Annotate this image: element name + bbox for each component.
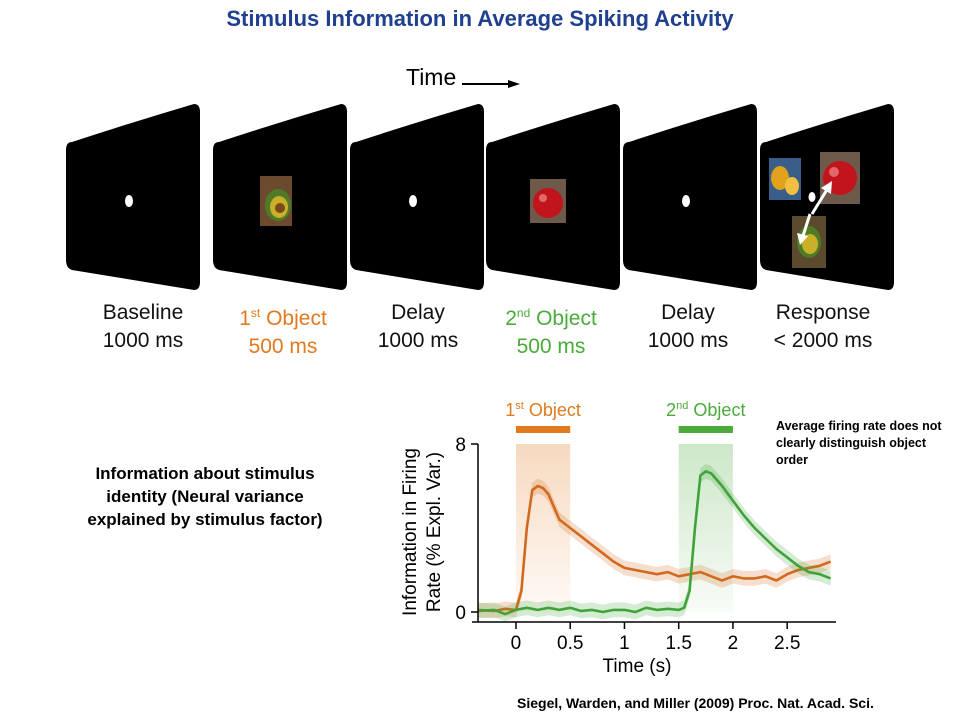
x-tick-label: 1.5 (665, 633, 691, 654)
x-axis-label: Time (s) (603, 656, 672, 677)
screen-1 (66, 104, 200, 290)
label-text: 2 (505, 307, 517, 330)
x-tick-label: 1 (619, 633, 630, 654)
fixation-dot-icon (682, 195, 690, 207)
y-axis-label-line1: Information in Firing (400, 448, 421, 616)
screen-label-name: Baseline (68, 299, 218, 327)
screen-4 (486, 104, 620, 290)
response-choice-images (769, 152, 860, 268)
stimulus-bar-1 (515, 426, 571, 433)
y-axis-label-line2: Rate (% Expl. Var.) (424, 452, 445, 612)
screen-label-5: Delay 1000 ms (613, 299, 763, 355)
screen-label-duration: < 2000 ms (773, 329, 873, 352)
time-label: Time (406, 64, 457, 90)
x-tick-label: 0 (511, 633, 522, 654)
band-label-1: 1st Object (505, 400, 581, 420)
fixation-dot-icon (125, 195, 133, 207)
info-description: Information about stimulus identity (Neu… (87, 464, 323, 529)
screen-label-3: Delay 1000 ms (343, 299, 493, 355)
series-1-error-band (478, 478, 831, 619)
screen-label-4: 2nd Object 500 ms (476, 299, 626, 361)
series-1-line (477, 484, 832, 613)
y-tick-label: 8 (455, 435, 466, 456)
fixation-dot-icon (409, 195, 417, 207)
x-tick-label: 2 (728, 633, 739, 654)
band-label-rest: Object (524, 400, 581, 420)
fixation-dot-icon (808, 192, 816, 202)
series-2-line (477, 469, 832, 616)
label-text: Delay (661, 301, 715, 324)
y-tick-label: 0 (455, 603, 466, 624)
label-superscript: st (250, 306, 261, 320)
screen-6 (760, 104, 894, 290)
band-label-main: 2 (666, 400, 676, 420)
time-arrowhead-icon (508, 80, 520, 88)
screen-label-2: 1st Object 500 ms (208, 299, 358, 361)
slide-title: Stimulus Information in Average Spiking … (226, 6, 734, 31)
x-tick-label: 0.5 (557, 633, 583, 654)
screen-label-duration: 1000 ms (647, 329, 729, 352)
band-label-sup: st (515, 400, 524, 412)
label-text: Response (775, 301, 871, 324)
citation: Siegel, Warden, and Miller (2009) Proc. … (517, 695, 874, 711)
stimulus-bar-2 (678, 426, 733, 433)
screen-label-duration: 1000 ms (102, 329, 184, 352)
monitor-screen (350, 104, 484, 290)
avocado-image (260, 176, 292, 226)
label-text: Delay (391, 301, 445, 324)
label-text: Baseline (102, 301, 184, 324)
saccade-arrow-icon (797, 181, 832, 245)
screen-label-6: Response < 2000 ms (748, 299, 898, 355)
band-label-main: 1 (505, 400, 515, 420)
series-2-error-band (478, 463, 831, 622)
screen-label-duration: 500 ms (516, 335, 586, 358)
screen-label-name: Response (748, 299, 898, 327)
band-label-rest: Object (688, 400, 745, 420)
screen-label-name: Delay (613, 299, 763, 327)
monitor-screen (623, 104, 757, 290)
label-text: 1 (239, 307, 251, 330)
screen-label-name: 1st Object (208, 299, 358, 333)
screen-label-duration: 500 ms (248, 335, 318, 358)
screen-label-name: 2nd Object (476, 299, 626, 333)
label-text-rest: Object (530, 307, 597, 330)
stimulus-band-1 (515, 444, 571, 612)
trial-sequence-diagram (66, 80, 894, 290)
screen-label-1: Baseline 1000 ms (68, 299, 218, 355)
screen-2 (213, 104, 347, 290)
screen-label-name: Delay (343, 299, 493, 327)
band-label-2: 2nd Object (666, 400, 745, 420)
annotation-note: Average firing rate does not clearly dis… (776, 419, 942, 467)
screen-label-duration: 1000 ms (377, 329, 459, 352)
label-text-rest: Object (260, 307, 327, 330)
monitor-screen (66, 104, 200, 290)
band-label-sup: nd (676, 400, 688, 412)
x-tick-label: 2.5 (774, 633, 800, 654)
screen-5 (623, 104, 757, 290)
screen-3 (350, 104, 484, 290)
label-superscript: nd (516, 306, 531, 320)
apple-image (530, 179, 566, 223)
